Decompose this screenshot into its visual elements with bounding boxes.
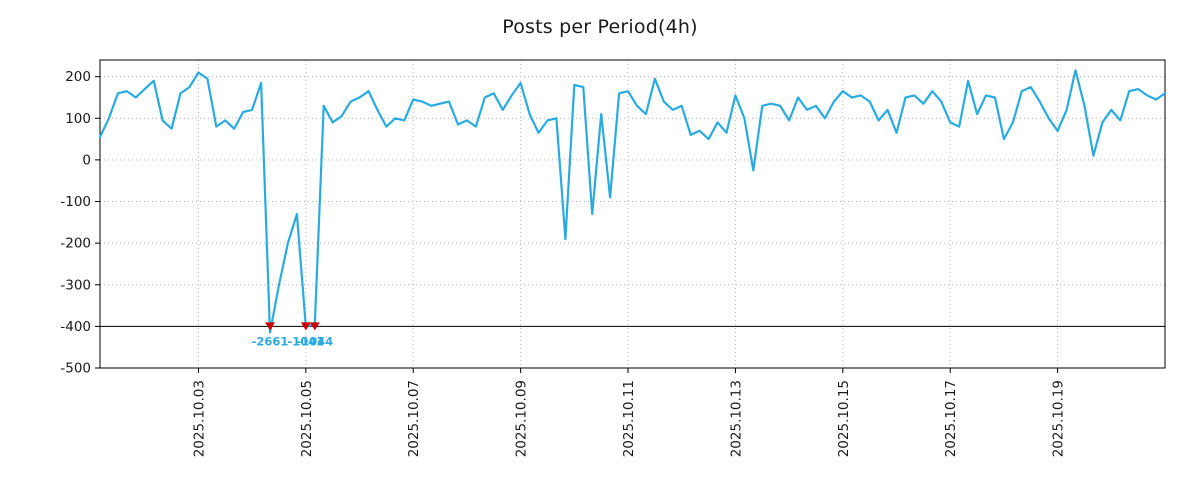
min-marker-label: -2661: [252, 334, 289, 348]
y-tick-label: -300: [60, 277, 91, 293]
x-tick-label: 2025.10.05: [299, 380, 315, 457]
y-tick-label: -400: [60, 319, 91, 335]
x-tick-label: 2025.10.19: [1051, 380, 1067, 457]
y-tick-label: -200: [60, 236, 91, 252]
x-tick-label: 2025.10.09: [514, 380, 530, 457]
y-tick-label: -500: [60, 361, 91, 377]
y-tick-label: -100: [60, 194, 91, 210]
x-tick-label: 2025.10.07: [406, 380, 422, 457]
x-tick-label: 2025.10.11: [621, 380, 637, 457]
min-marker-label: -1041: [287, 334, 324, 348]
plot-border: [99, 59, 1166, 369]
y-tick-label: 0: [82, 152, 91, 168]
y-tick-label: 200: [65, 69, 91, 85]
y-tick-label: 100: [65, 111, 91, 127]
x-tick-label: 2025.10.13: [728, 380, 744, 457]
min-marker-icon: [265, 322, 276, 331]
x-tick-label: 2025.10.15: [836, 380, 852, 457]
x-tick-label: 2025.10.03: [191, 380, 207, 457]
x-tick-label: 2025.10.17: [943, 380, 959, 457]
chart-title: Posts per Period(4h): [502, 16, 698, 38]
min-marker-icon: [300, 322, 311, 331]
series-line: [98, 69, 1167, 334]
min-marker-label: -1044: [296, 334, 333, 348]
min-marker-icon: [309, 322, 320, 331]
